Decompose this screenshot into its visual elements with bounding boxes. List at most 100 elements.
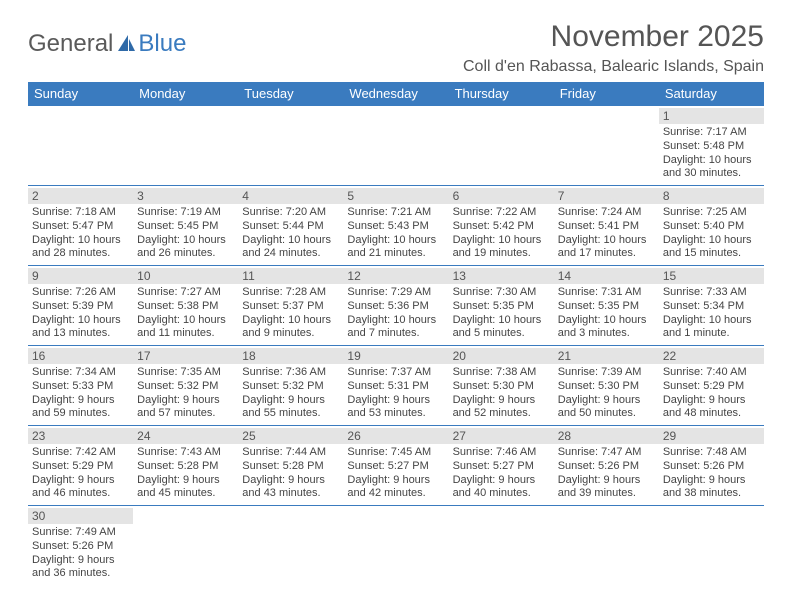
day-number: 17 (133, 348, 238, 364)
calendar-row: 2Sunrise: 7:18 AMSunset: 5:47 PMDaylight… (28, 186, 764, 266)
daylight2-text: and 17 minutes. (558, 247, 655, 261)
daylight1-text: Daylight: 10 hours (453, 234, 550, 248)
daylight1-text: Daylight: 10 hours (453, 314, 550, 328)
day-number: 23 (28, 428, 133, 444)
sunrise-text: Sunrise: 7:29 AM (347, 286, 444, 300)
calendar-cell: 10Sunrise: 7:27 AMSunset: 5:38 PMDayligh… (133, 266, 238, 346)
day-number: 24 (133, 428, 238, 444)
daylight2-text: and 19 minutes. (453, 247, 550, 261)
sunrise-text: Sunrise: 7:18 AM (32, 206, 129, 220)
sunrise-text: Sunrise: 7:42 AM (32, 446, 129, 460)
daylight2-text: and 50 minutes. (558, 407, 655, 421)
daylight2-text: and 53 minutes. (347, 407, 444, 421)
day-number: 16 (28, 348, 133, 364)
calendar-cell: 17Sunrise: 7:35 AMSunset: 5:32 PMDayligh… (133, 346, 238, 426)
daylight2-text: and 52 minutes. (453, 407, 550, 421)
calendar-cell: 28Sunrise: 7:47 AMSunset: 5:26 PMDayligh… (554, 426, 659, 506)
calendar-cell: 24Sunrise: 7:43 AMSunset: 5:28 PMDayligh… (133, 426, 238, 506)
day-number: 25 (238, 428, 343, 444)
daylight1-text: Daylight: 9 hours (453, 474, 550, 488)
calendar-row: 9Sunrise: 7:26 AMSunset: 5:39 PMDaylight… (28, 266, 764, 346)
day-number: 4 (238, 188, 343, 204)
sunset-text: Sunset: 5:30 PM (558, 380, 655, 394)
daylight1-text: Daylight: 10 hours (32, 314, 129, 328)
calendar-cell: 25Sunrise: 7:44 AMSunset: 5:28 PMDayligh… (238, 426, 343, 506)
sunset-text: Sunset: 5:43 PM (347, 220, 444, 234)
daylight2-text: and 26 minutes. (137, 247, 234, 261)
daylight2-text: and 1 minute. (663, 327, 760, 341)
sunrise-text: Sunrise: 7:43 AM (137, 446, 234, 460)
daylight2-text: and 43 minutes. (242, 487, 339, 501)
day-number: 7 (554, 188, 659, 204)
day-number: 8 (659, 188, 764, 204)
brand-part2: Blue (138, 30, 186, 58)
day-number: 11 (238, 268, 343, 284)
day-number: 20 (449, 348, 554, 364)
calendar-cell: 7Sunrise: 7:24 AMSunset: 5:41 PMDaylight… (554, 186, 659, 266)
daylight2-text: and 48 minutes. (663, 407, 760, 421)
daylight1-text: Daylight: 10 hours (663, 314, 760, 328)
calendar-cell: 18Sunrise: 7:36 AMSunset: 5:32 PMDayligh… (238, 346, 343, 426)
sunset-text: Sunset: 5:26 PM (558, 460, 655, 474)
header: General Blue November 2025 Coll d'en Rab… (28, 20, 764, 76)
day-number: 1 (659, 108, 764, 124)
calendar-cell: 14Sunrise: 7:31 AMSunset: 5:35 PMDayligh… (554, 266, 659, 346)
calendar-cell (238, 106, 343, 186)
daylight1-text: Daylight: 9 hours (453, 394, 550, 408)
sunrise-text: Sunrise: 7:44 AM (242, 446, 339, 460)
daylight1-text: Daylight: 10 hours (32, 234, 129, 248)
daylight1-text: Daylight: 9 hours (663, 474, 760, 488)
sunset-text: Sunset: 5:39 PM (32, 300, 129, 314)
sunset-text: Sunset: 5:35 PM (558, 300, 655, 314)
calendar-cell (133, 106, 238, 186)
sunrise-text: Sunrise: 7:19 AM (137, 206, 234, 220)
daylight2-text: and 38 minutes. (663, 487, 760, 501)
daylight2-text: and 45 minutes. (137, 487, 234, 501)
sunrise-text: Sunrise: 7:20 AM (242, 206, 339, 220)
calendar-cell (28, 106, 133, 186)
day-number: 13 (449, 268, 554, 284)
daylight2-text: and 13 minutes. (32, 327, 129, 341)
daylight1-text: Daylight: 10 hours (347, 234, 444, 248)
daylight2-text: and 40 minutes. (453, 487, 550, 501)
daylight1-text: Daylight: 9 hours (32, 394, 129, 408)
sunrise-text: Sunrise: 7:27 AM (137, 286, 234, 300)
calendar-cell: 5Sunrise: 7:21 AMSunset: 5:43 PMDaylight… (343, 186, 448, 266)
month-title: November 2025 (463, 20, 764, 54)
sunrise-text: Sunrise: 7:49 AM (32, 526, 129, 540)
day-number: 22 (659, 348, 764, 364)
daylight1-text: Daylight: 9 hours (137, 394, 234, 408)
sunset-text: Sunset: 5:32 PM (242, 380, 339, 394)
calendar-cell: 29Sunrise: 7:48 AMSunset: 5:26 PMDayligh… (659, 426, 764, 506)
sail-icon (115, 33, 137, 55)
sunset-text: Sunset: 5:28 PM (137, 460, 234, 474)
sunset-text: Sunset: 5:35 PM (453, 300, 550, 314)
sunset-text: Sunset: 5:34 PM (663, 300, 760, 314)
daylight2-text: and 3 minutes. (558, 327, 655, 341)
daylight1-text: Daylight: 9 hours (32, 474, 129, 488)
day-header: Thursday (449, 82, 554, 106)
sunset-text: Sunset: 5:33 PM (32, 380, 129, 394)
day-number: 6 (449, 188, 554, 204)
day-number: 9 (28, 268, 133, 284)
day-number: 5 (343, 188, 448, 204)
sunset-text: Sunset: 5:42 PM (453, 220, 550, 234)
day-number: 15 (659, 268, 764, 284)
sunrise-text: Sunrise: 7:34 AM (32, 366, 129, 380)
day-number: 3 (133, 188, 238, 204)
location: Coll d'en Rabassa, Balearic Islands, Spa… (463, 58, 764, 76)
sunrise-text: Sunrise: 7:45 AM (347, 446, 444, 460)
daylight1-text: Daylight: 10 hours (137, 314, 234, 328)
day-number: 26 (343, 428, 448, 444)
calendar-cell: 11Sunrise: 7:28 AMSunset: 5:37 PMDayligh… (238, 266, 343, 346)
daylight2-text: and 24 minutes. (242, 247, 339, 261)
daylight1-text: Daylight: 10 hours (558, 234, 655, 248)
calendar-page: General Blue November 2025 Coll d'en Rab… (0, 0, 792, 585)
sunrise-text: Sunrise: 7:48 AM (663, 446, 760, 460)
daylight2-text: and 59 minutes. (32, 407, 129, 421)
sunset-text: Sunset: 5:26 PM (663, 460, 760, 474)
calendar-row: 23Sunrise: 7:42 AMSunset: 5:29 PMDayligh… (28, 426, 764, 506)
daylight1-text: Daylight: 9 hours (347, 474, 444, 488)
sunrise-text: Sunrise: 7:46 AM (453, 446, 550, 460)
title-block: November 2025 Coll d'en Rabassa, Baleari… (463, 20, 764, 76)
